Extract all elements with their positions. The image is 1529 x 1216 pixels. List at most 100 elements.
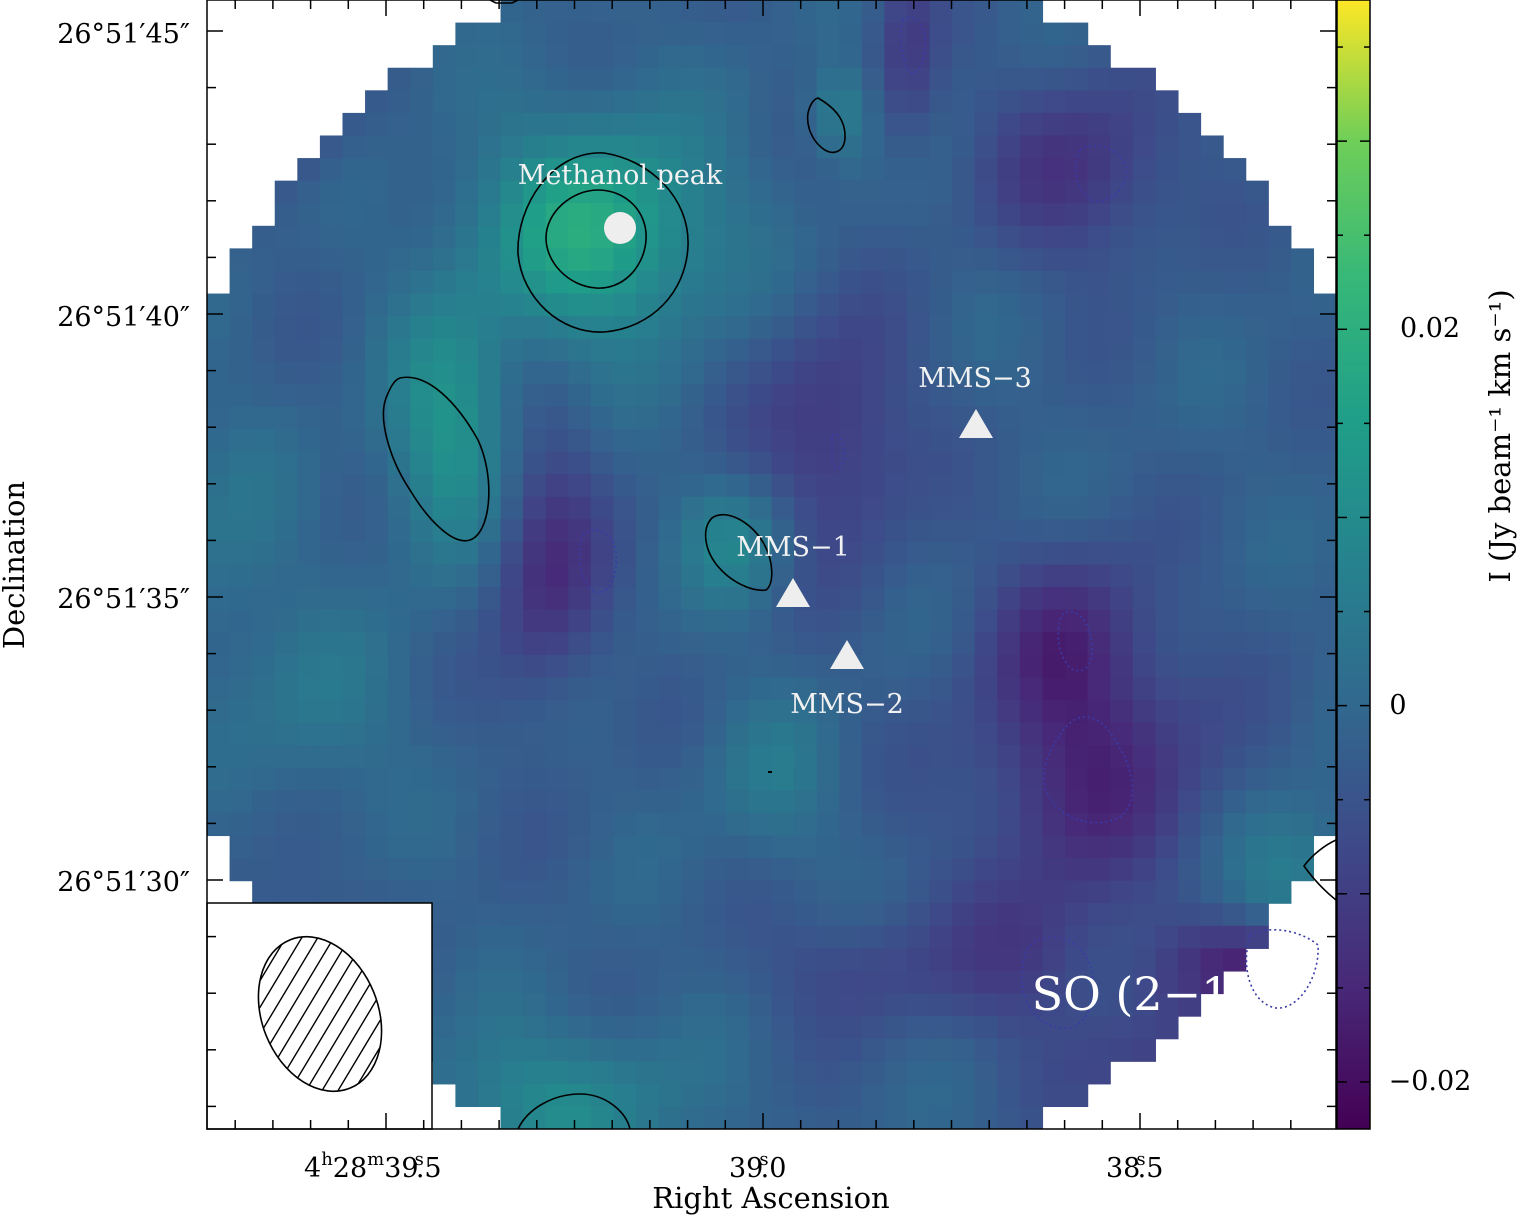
- heatmap-cell: [613, 880, 637, 904]
- heatmap-cell: [455, 293, 479, 317]
- heatmap-cell: [500, 90, 524, 114]
- artifact-mark: [768, 771, 772, 773]
- heatmap-cell: [1155, 316, 1179, 340]
- heatmap-cell: [861, 180, 885, 204]
- heatmap-cell: [432, 903, 456, 927]
- heatmap-cell: [410, 812, 434, 837]
- heatmap-cell: [365, 429, 389, 453]
- heatmap-cell: [1110, 1016, 1134, 1040]
- heatmap-cell: [1065, 225, 1089, 249]
- heatmap-cell: [861, 67, 885, 91]
- heatmap-cell: [590, 993, 615, 1017]
- heatmap-cell: [636, 383, 660, 408]
- heatmap-cell: [816, 429, 840, 453]
- heatmap-cell: [726, 1016, 750, 1040]
- heatmap-cell: [613, 248, 637, 272]
- heatmap-cell: [1200, 880, 1224, 904]
- heatmap-cell: [929, 993, 953, 1017]
- heatmap-cell: [387, 632, 411, 656]
- heatmap-cell: [771, 383, 795, 408]
- heatmap-cell: [997, 587, 1021, 611]
- heatmap-cell: [297, 361, 321, 385]
- heatmap-cell: [523, 812, 547, 837]
- heatmap-cell: [568, 745, 592, 769]
- heatmap-cell: [1132, 451, 1156, 475]
- heatmap-cell: [1019, 654, 1044, 678]
- heatmap-cell: [545, 699, 569, 724]
- heatmap-cell: [1177, 587, 1202, 611]
- heatmap-cell: [997, 112, 1021, 137]
- heatmap-cell: [1110, 90, 1134, 114]
- heatmap-cell: [703, 112, 727, 137]
- heatmap-cell: [952, 316, 976, 340]
- heatmap-cell: [297, 609, 321, 633]
- heatmap-cell: [545, 835, 569, 859]
- heatmap-cell: [658, 225, 682, 249]
- heatmap-cell: [1042, 632, 1066, 656]
- heatmap-cell: [1065, 564, 1089, 588]
- heatmap-cell: [568, 519, 592, 543]
- heatmap-cell: [794, 112, 818, 137]
- heatmap-cell: [884, 338, 908, 362]
- heatmap-cell: [410, 745, 434, 769]
- heatmap-cell: [771, 474, 795, 498]
- heatmap-cell: [319, 587, 344, 611]
- heatmap-cell: [432, 745, 456, 769]
- heatmap-cell: [1200, 158, 1224, 182]
- heatmap-cell: [929, 135, 953, 159]
- heatmap-cell: [1087, 722, 1111, 746]
- heatmap-cell: [500, 699, 524, 724]
- positive-contour: [382, 376, 490, 542]
- heatmap-cell: [636, 270, 660, 295]
- heatmap-cell: [771, 609, 795, 633]
- heatmap-cell: [1313, 722, 1336, 746]
- heatmap-cell: [839, 699, 863, 724]
- heatmap-cell: [997, 925, 1021, 949]
- heatmap-cell: [568, 858, 592, 882]
- heatmap-cell: [410, 406, 434, 430]
- heatmap-cell: [1200, 632, 1224, 656]
- heatmap-cell: [1019, 316, 1044, 340]
- heatmap-cell: [319, 812, 344, 837]
- heatmap-cell: [1200, 903, 1224, 927]
- heatmap-cell: [884, 270, 908, 295]
- heatmap-cell: [545, 677, 569, 701]
- heatmap-cell: [545, 22, 569, 46]
- heatmap-cell: [500, 338, 524, 362]
- heatmap-cell: [590, 270, 615, 295]
- heatmap-cell: [816, 903, 840, 927]
- heatmap-cell: [1313, 812, 1336, 837]
- heatmap-cell: [568, 248, 592, 272]
- heatmap-cell: [748, 451, 773, 475]
- heatmap-cell: [1019, 474, 1044, 498]
- heatmap-cell: [884, 383, 908, 408]
- heatmap-cell: [1042, 429, 1066, 453]
- heatmap-cell: [1042, 1016, 1066, 1040]
- heatmap-cell: [477, 632, 502, 656]
- heatmap-cell: [545, 993, 569, 1017]
- heatmap-cell: [1065, 90, 1089, 114]
- heatmap-cell: [726, 925, 750, 949]
- heatmap-cell: [952, 270, 976, 295]
- heatmap-cell: [297, 429, 321, 453]
- heatmap-cell: [477, 383, 502, 408]
- heatmap-cell: [455, 970, 479, 995]
- heatmap-cell: [929, 632, 953, 656]
- heatmap-cell: [974, 496, 998, 520]
- heatmap-cell: [1019, 406, 1044, 430]
- heatmap-cell: [319, 564, 344, 588]
- heatmap-cell: [432, 880, 456, 904]
- heatmap-cell: [816, 180, 840, 204]
- heatmap-cell: [1177, 677, 1202, 701]
- heatmap-cell: [1132, 519, 1156, 543]
- heatmap-cell: [1042, 112, 1066, 137]
- heatmap-cell: [387, 519, 411, 543]
- heatmap-cell: [1290, 338, 1315, 362]
- heatmap-cell: [681, 158, 705, 182]
- heatmap-cell: [748, 293, 773, 317]
- heatmap-cell: [1042, 564, 1066, 588]
- heatmap-cell: [455, 270, 479, 295]
- heatmap-cell: [839, 22, 863, 46]
- heatmap-cell: [681, 361, 705, 385]
- heatmap-cell: [636, 970, 660, 995]
